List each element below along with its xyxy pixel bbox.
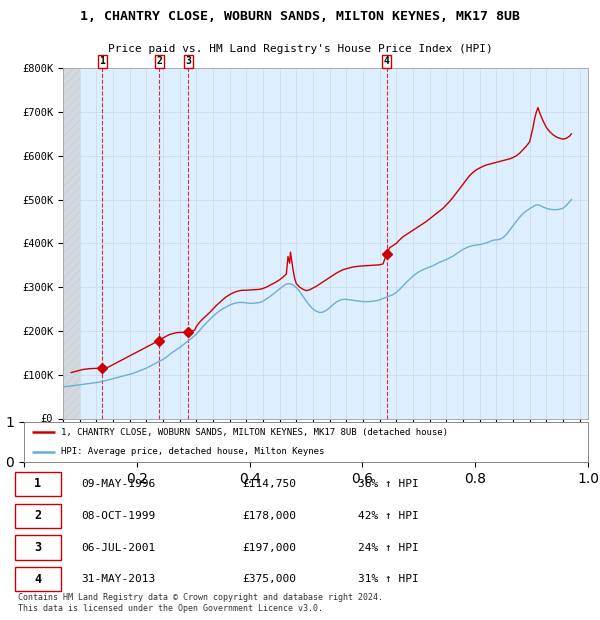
Text: 06-JUL-2001: 06-JUL-2001 bbox=[81, 542, 155, 552]
Text: 1, CHANTRY CLOSE, WOBURN SANDS, MILTON KEYNES, MK17 8UB: 1, CHANTRY CLOSE, WOBURN SANDS, MILTON K… bbox=[80, 10, 520, 23]
Text: 1: 1 bbox=[100, 56, 105, 66]
Bar bbox=[63, 68, 80, 418]
Text: 31% ↑ HPI: 31% ↑ HPI bbox=[358, 574, 418, 584]
Text: 2: 2 bbox=[156, 56, 162, 66]
Text: 1, CHANTRY CLOSE, WOBURN SANDS, MILTON KEYNES, MK17 8UB (detached house): 1, CHANTRY CLOSE, WOBURN SANDS, MILTON K… bbox=[61, 428, 448, 437]
Text: 4: 4 bbox=[383, 56, 389, 66]
Text: Price paid vs. HM Land Registry's House Price Index (HPI): Price paid vs. HM Land Registry's House … bbox=[107, 44, 493, 55]
FancyBboxPatch shape bbox=[15, 536, 61, 560]
FancyBboxPatch shape bbox=[15, 567, 61, 591]
Text: £178,000: £178,000 bbox=[242, 511, 296, 521]
Text: 1: 1 bbox=[34, 477, 41, 490]
FancyBboxPatch shape bbox=[15, 503, 61, 528]
Text: 4: 4 bbox=[34, 573, 41, 586]
Text: 3: 3 bbox=[34, 541, 41, 554]
Text: £375,000: £375,000 bbox=[242, 574, 296, 584]
Text: £114,750: £114,750 bbox=[242, 479, 296, 489]
Text: 36% ↑ HPI: 36% ↑ HPI bbox=[358, 479, 418, 489]
Text: £197,000: £197,000 bbox=[242, 542, 296, 552]
Text: 08-OCT-1999: 08-OCT-1999 bbox=[81, 511, 155, 521]
Text: Contains HM Land Registry data © Crown copyright and database right 2024.
This d: Contains HM Land Registry data © Crown c… bbox=[18, 593, 383, 613]
Text: 24% ↑ HPI: 24% ↑ HPI bbox=[358, 542, 418, 552]
Text: 31-MAY-2013: 31-MAY-2013 bbox=[81, 574, 155, 584]
Text: 42% ↑ HPI: 42% ↑ HPI bbox=[358, 511, 418, 521]
FancyBboxPatch shape bbox=[15, 472, 61, 496]
Text: HPI: Average price, detached house, Milton Keynes: HPI: Average price, detached house, Milt… bbox=[61, 447, 324, 456]
Text: 2: 2 bbox=[34, 509, 41, 522]
Text: 3: 3 bbox=[185, 56, 191, 66]
Text: 09-MAY-1996: 09-MAY-1996 bbox=[81, 479, 155, 489]
